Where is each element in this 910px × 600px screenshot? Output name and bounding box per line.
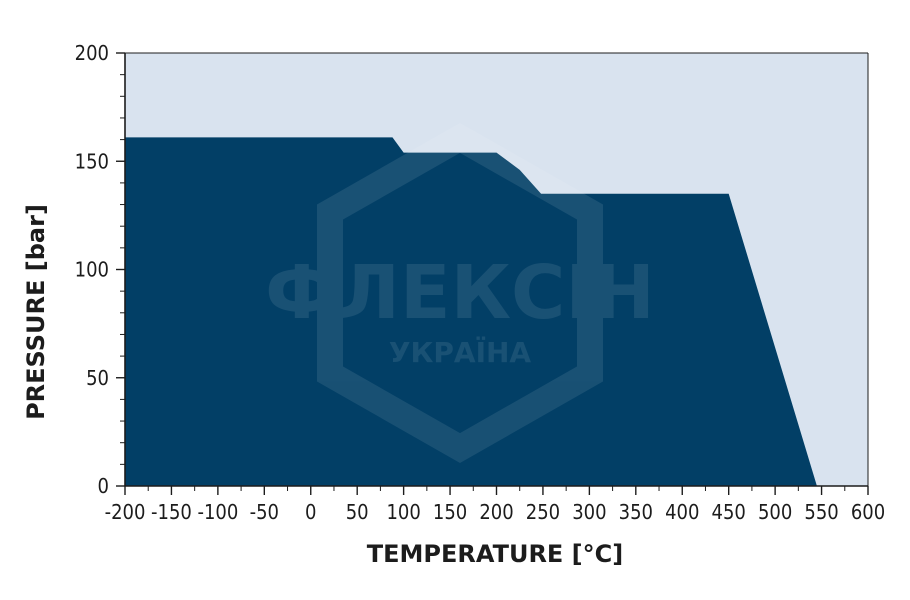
y-tick-label: 50 <box>86 366 109 390</box>
x-tick-label: 150 <box>433 500 467 524</box>
y-axis-ticks <box>116 52 125 487</box>
x-tick-label: 100 <box>386 500 420 524</box>
x-axis-title: TEMPERATURE [°C] <box>367 540 623 568</box>
watermark: ФЛЕКСІН УКРАЇНА <box>265 123 655 463</box>
x-tick-label: 500 <box>758 500 792 524</box>
x-tick-label: 250 <box>526 500 560 524</box>
y-axis-tick-labels: 0 50 100 150 200 <box>75 41 109 498</box>
x-axis-ticks <box>124 486 869 495</box>
y-tick-label: 100 <box>75 258 109 282</box>
x-tick-label: 450 <box>712 500 746 524</box>
x-tick-label: -50 <box>250 500 279 524</box>
watermark-sub: УКРАЇНА <box>389 335 532 369</box>
y-tick-label: 150 <box>75 149 109 173</box>
y-tick-label: 0 <box>98 474 109 498</box>
x-tick-label: 350 <box>619 500 653 524</box>
y-axis-title: PRESSURE [bar] <box>22 204 50 420</box>
x-tick-label: 0 <box>305 500 316 524</box>
x-tick-label: 600 <box>851 500 885 524</box>
x-tick-label: -150 <box>151 500 192 524</box>
rated-area <box>125 137 817 486</box>
x-axis-tick-labels: -200 -150 -100 -50 0 50 100 150 200 250 300 350 400 4… <box>105 500 886 524</box>
watermark-brand: ФЛЕКСІН <box>265 250 655 336</box>
x-tick-label: 550 <box>804 500 838 524</box>
x-tick-label: 50 <box>346 500 369 524</box>
x-tick-label: -100 <box>197 500 238 524</box>
watermark-hexagon <box>317 123 603 463</box>
x-tick-label: 300 <box>572 500 606 524</box>
x-tick-label: -200 <box>105 500 146 524</box>
x-tick-label: 200 <box>479 500 513 524</box>
x-tick-label: 400 <box>665 500 699 524</box>
y-tick-label: 200 <box>75 41 109 65</box>
